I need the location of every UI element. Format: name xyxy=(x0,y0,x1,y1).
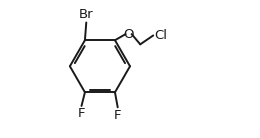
Text: F: F xyxy=(78,107,85,120)
Text: Cl: Cl xyxy=(154,29,167,42)
Text: F: F xyxy=(114,109,121,122)
Text: Br: Br xyxy=(79,8,94,21)
Text: O: O xyxy=(124,28,134,41)
